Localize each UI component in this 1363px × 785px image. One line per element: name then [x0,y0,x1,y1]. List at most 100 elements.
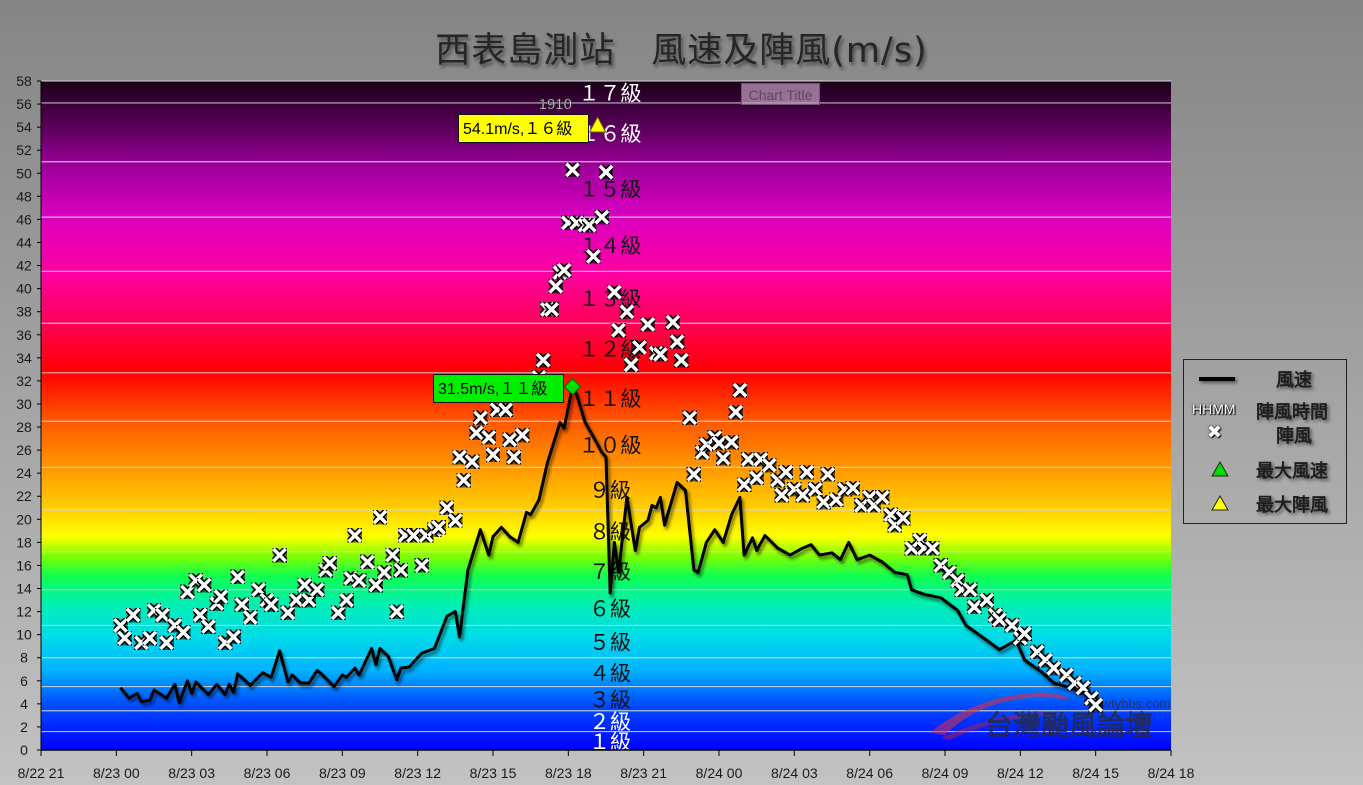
gust-marker-fill [623,357,639,373]
gust-marker [583,246,604,266]
gust-marker [872,487,892,507]
gust-marker [734,475,754,495]
gust-marker [621,355,641,375]
beaufort-level-label: ４級 [589,662,631,686]
y-tick-label: 48 [16,188,32,204]
gust-marker-fill [820,466,836,482]
x-marker-icon: ✖ [1207,422,1223,443]
gust-marker-fill [385,547,401,563]
gust-marker-fill [728,404,744,420]
green-triangle-icon [1211,460,1229,477]
gust-marker [977,590,997,610]
y-tick-label: 8 [20,650,28,666]
gust-marker-fill [125,607,141,623]
gust-marker-fill [548,278,564,294]
y-tick-label: 58 [16,73,32,89]
gust-marker [680,408,700,428]
wind-speed-line [119,385,1097,706]
gust-marker-fill [740,451,756,467]
gust-marker [286,590,306,610]
gust-marker-fill [535,352,551,368]
gust-marker-fill [761,457,777,473]
gust-marker-fill [347,527,363,543]
watermark-logo: twtybbs.com 台灣颱風論壇 [930,692,1170,742]
gust-marker-fill [393,562,409,578]
gust-marker-fill [288,592,304,608]
x-tick-label: 8/23 00 [93,765,140,781]
gust-marker [307,580,327,600]
beaufort-level-label: １５級 [579,177,642,201]
gust-marker [295,575,315,595]
gust-marker-fill [1088,697,1104,713]
gust-marker-fill [795,487,811,503]
gust-marker [893,508,913,528]
gust-marker [357,552,378,572]
beaufort-level-label: １７級 [579,82,642,106]
gust-marker [115,628,135,648]
beaufort-level-label: １０級 [579,433,642,457]
gust-marker-fill [502,432,518,448]
y-tick-label: 18 [16,534,32,550]
gust-marker [156,633,177,653]
gust-marker-fill [117,630,133,646]
y-tick-label: 24 [16,465,32,481]
gust-marker [194,575,214,595]
beaufort-level-label: ６級 [589,597,631,621]
gust-marker [738,449,758,469]
gust-marker-fill [514,427,530,443]
beaufort-level-label: ５級 [589,631,631,655]
y-tick-label: 32 [16,373,32,389]
gust-marker-fill [673,352,689,368]
gust-marker-fill [1046,660,1062,676]
gust-marker-fill [606,284,622,300]
yellow-triangle-icon [1211,494,1229,511]
gust-marker [629,337,650,358]
gust-marker [747,468,767,488]
legend-item-max-wind: 最大風速 [1184,457,1346,482]
y-tick-label: 52 [16,142,32,158]
gust-marker [1086,695,1106,715]
gust-marker-fill [447,512,463,528]
gust-marker [604,282,624,302]
gust-marker [989,610,1010,630]
x-tick-label: 8/23 06 [244,765,291,781]
gust-marker [667,332,687,352]
y-tick-label: 54 [16,119,32,135]
gust-marker-fill [991,612,1007,628]
gust-marker-fill [309,582,325,598]
gust-marker [336,590,357,610]
gust-marker-fill [895,510,911,526]
gust-marker [650,344,671,364]
gust-marker [960,580,980,600]
gust-marker-fill [652,346,668,362]
gust-marker-fill [778,464,794,480]
gust-marker [500,430,520,450]
gust-marker [730,380,750,400]
y-tick-label: 10 [16,627,32,643]
gust-marker-fill [686,466,702,482]
gust-marker-fill [598,164,614,180]
x-tick-label: 8/24 03 [771,765,818,781]
gust-marker-fill [724,434,740,450]
chart-title-placeholder[interactable]: Chart Title [741,83,820,105]
x-tick-label: 8/24 06 [846,765,893,781]
gust-marker-fill [585,248,601,264]
x-tick-label: 8/24 18 [1148,765,1195,781]
gust-marker [261,595,281,615]
gust-marker-fill [468,425,484,441]
gust-marker-fill [159,635,175,651]
gust-marker-fill [962,582,978,598]
gust-marker-fill [544,301,560,317]
gust-marker [709,433,729,453]
gust-marker-fill [113,617,128,633]
gust-marker [596,162,616,182]
gust-marker-fill [226,629,241,645]
gust-marker [228,567,248,587]
max-wind-marker [563,377,582,396]
gust-marker [495,400,516,420]
max-wind-annotation: 31.5m/s,１１級 [433,374,564,403]
gust-marker [818,464,838,484]
gust-marker [671,350,691,370]
gust-marker-fill [749,470,765,486]
y-tick-label: 0 [20,742,28,758]
